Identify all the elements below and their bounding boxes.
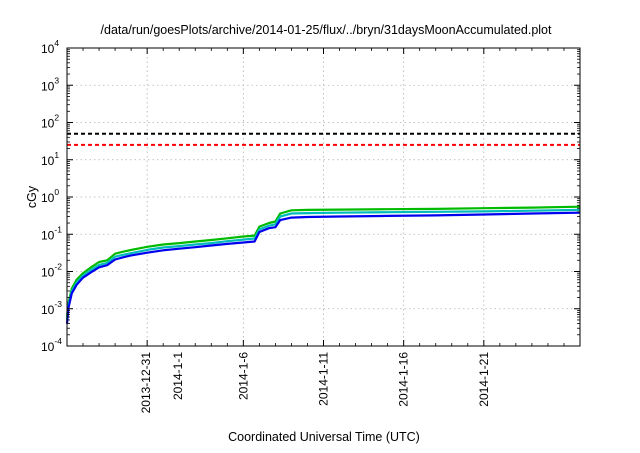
x-axis-label: Coordinated Universal Time (UTC) bbox=[228, 430, 420, 444]
series-line bbox=[65, 205, 581, 318]
x-tick-label: 2014-1-21 bbox=[477, 352, 491, 407]
y-tick-exponent: -1 bbox=[54, 224, 62, 234]
threshold-layer bbox=[67, 132, 580, 146]
y-tick-exponent: -3 bbox=[54, 299, 62, 309]
x-tick-label: 2014-1-6 bbox=[236, 352, 250, 400]
x-tick-label: 2014-1-1 bbox=[171, 352, 185, 400]
chart-title: /data/run/goesPlots/archive/2014-01-25/f… bbox=[101, 23, 552, 37]
x-tick-layer: 2013-12-31 2014-1-1 2014-1-6 2014-1-11 2014-… bbox=[82, 48, 565, 414]
x-tick-label: 2014-1-16 bbox=[397, 352, 411, 407]
y-axis-label: cGy bbox=[25, 185, 39, 208]
series-layer bbox=[65, 205, 581, 324]
series-line bbox=[65, 208, 581, 321]
y-tick-exponent: -2 bbox=[54, 262, 62, 272]
grid-layer bbox=[67, 48, 580, 346]
y-tick-exponent: 4 bbox=[54, 38, 59, 48]
y-tick-exponent: 0 bbox=[54, 187, 59, 197]
x-tick-label: 2013-12-31 bbox=[139, 352, 153, 414]
series-line bbox=[65, 211, 581, 324]
y-tick-exponent: 1 bbox=[54, 150, 59, 160]
x-tick-label: 2014-1-11 bbox=[317, 352, 331, 406]
y-tick-exponent: -4 bbox=[54, 336, 62, 346]
y-tick-exponent: 3 bbox=[54, 75, 59, 85]
y-tick-exponent: 2 bbox=[54, 113, 59, 123]
